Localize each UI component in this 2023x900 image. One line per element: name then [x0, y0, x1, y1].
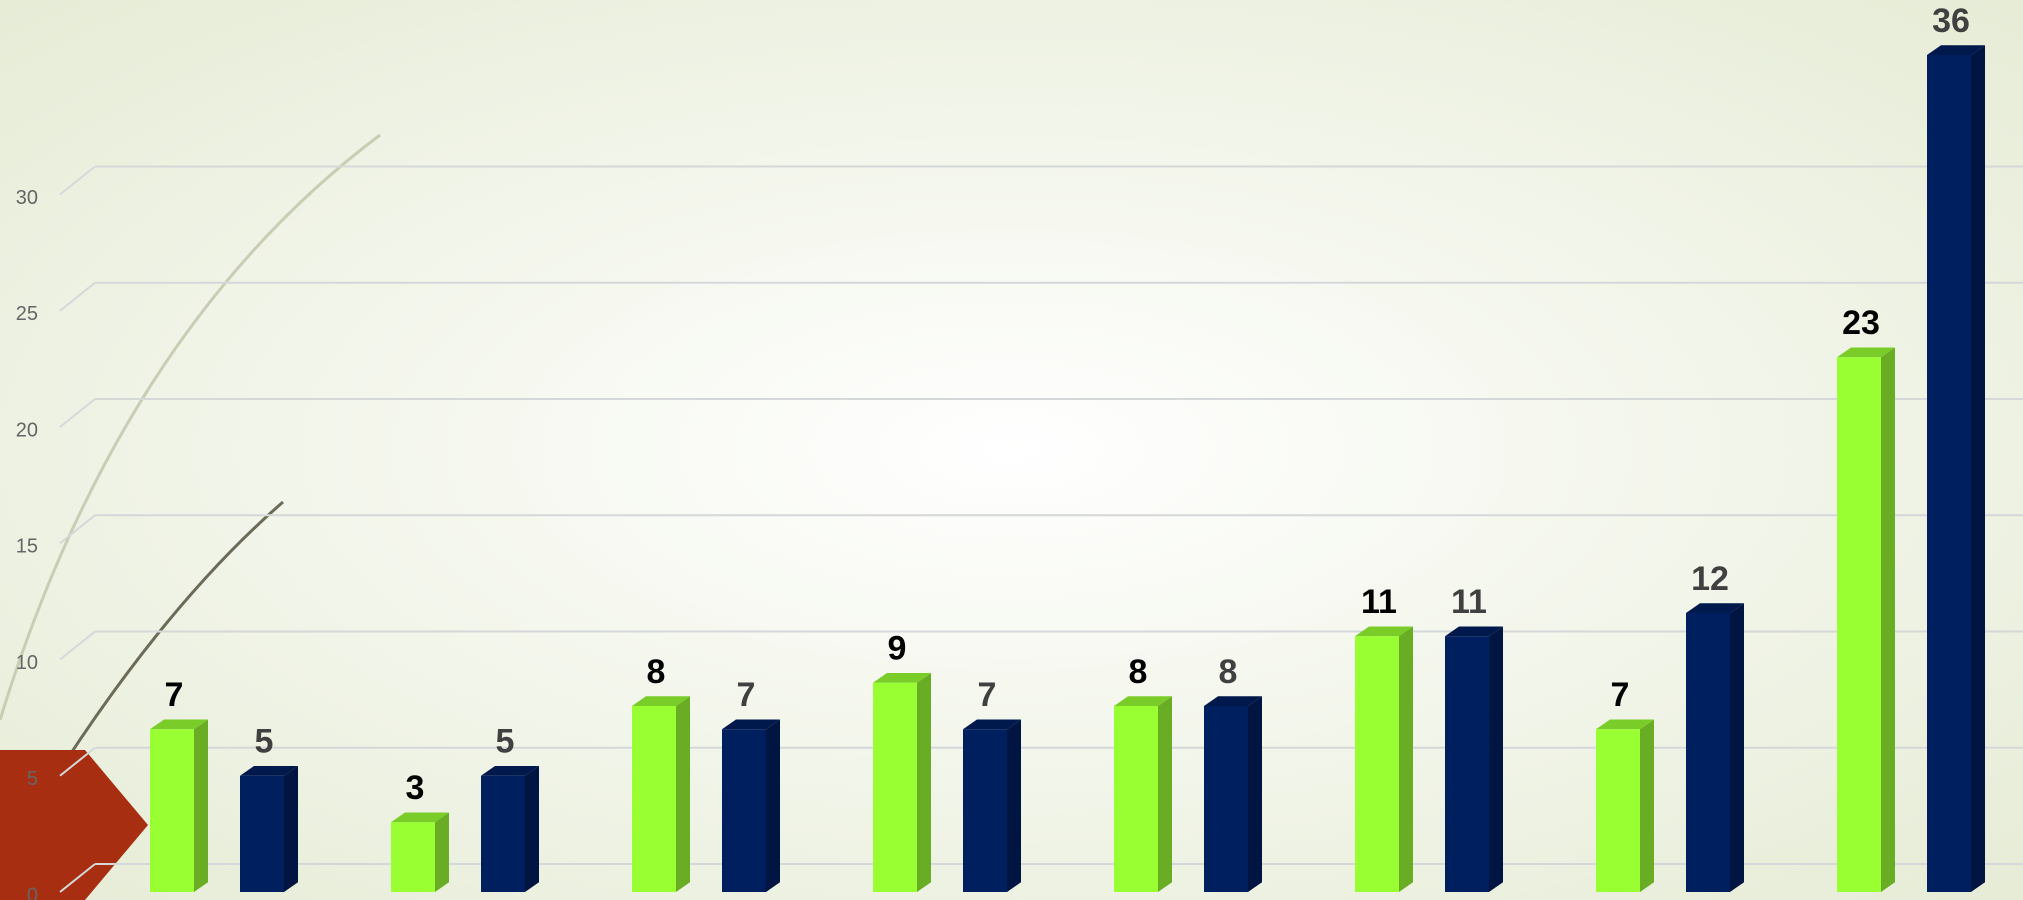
- bar-top: [1596, 719, 1654, 730]
- bar-side: [676, 696, 690, 892]
- bar-side: [525, 765, 539, 892]
- grid-line: [59, 281, 96, 312]
- bar-top: [391, 812, 449, 823]
- grid-line: [59, 863, 96, 893]
- data-label: 11: [1451, 583, 1487, 621]
- y-tick-label: 5: [27, 768, 38, 790]
- data-label: 5: [496, 723, 515, 761]
- bar: [873, 682, 917, 892]
- data-label: 8: [1129, 653, 1148, 691]
- y-tick-label: 30: [16, 187, 38, 209]
- bar-top: [1445, 626, 1503, 637]
- data-label: 5: [255, 723, 274, 761]
- data-label: 7: [978, 676, 997, 714]
- grid-line: [59, 514, 96, 545]
- bar: [1596, 729, 1640, 892]
- bar: [1204, 706, 1248, 892]
- bar-side: [1399, 626, 1413, 892]
- bar: [1686, 613, 1730, 892]
- data-label: 8: [647, 653, 666, 691]
- bar-top: [1927, 45, 1985, 55]
- bar: [1837, 357, 1881, 892]
- data-label: 7: [165, 676, 184, 714]
- bar-side: [766, 719, 780, 892]
- data-label: 8: [1219, 653, 1238, 691]
- bar: [1355, 636, 1399, 892]
- bar-side: [917, 672, 931, 892]
- bar-top: [722, 719, 780, 730]
- bar: [1114, 706, 1158, 892]
- bar-side: [284, 765, 298, 892]
- bar-top: [1114, 696, 1172, 706]
- grid-line: [59, 630, 96, 661]
- bar: [481, 775, 525, 892]
- bar-side: [435, 812, 449, 892]
- bar-top: [150, 719, 208, 730]
- bar: [722, 729, 766, 892]
- bar-side: [1489, 626, 1503, 892]
- data-label: 7: [1611, 676, 1630, 714]
- data-label: 7: [737, 676, 756, 714]
- decor-hexagon: [0, 750, 148, 900]
- bar-top: [873, 672, 931, 683]
- grid-line: [59, 165, 96, 196]
- bar-top: [1355, 626, 1413, 637]
- data-label: 36: [1932, 2, 1970, 40]
- bar-top: [1837, 347, 1895, 358]
- bar-top: [1686, 603, 1744, 613]
- y-tick-label: 25: [16, 303, 38, 325]
- bar: [1927, 55, 1971, 892]
- bar-side: [194, 719, 208, 892]
- bar-top: [632, 696, 690, 706]
- bar: [150, 729, 194, 892]
- bar-side: [1007, 719, 1021, 892]
- bar-top: [481, 765, 539, 776]
- data-label: 9: [888, 630, 907, 668]
- plot-area: 0 5 10 15 20 25 30 7 3 8 9 8 11 7 23 5 5 7 7 8 11 12 36: [16, 2, 2023, 900]
- bar-side: [1248, 696, 1262, 892]
- bar: [632, 706, 676, 892]
- bar-side: [1640, 719, 1654, 892]
- data-label: 12: [1691, 560, 1729, 598]
- data-label: 23: [1842, 304, 1880, 342]
- y-tick-label: 0: [27, 884, 38, 900]
- grid-line: [59, 746, 96, 777]
- bar-side: [1730, 603, 1744, 892]
- data-label: 3: [406, 769, 425, 807]
- bar-top: [240, 765, 298, 776]
- bar-top: [963, 719, 1021, 730]
- y-tick-label: 10: [16, 652, 38, 674]
- bar: [1445, 636, 1489, 892]
- bar: [963, 729, 1007, 892]
- data-label: 11: [1361, 583, 1397, 621]
- bar-top: [1204, 696, 1262, 706]
- y-tick-label: 15: [16, 536, 38, 558]
- decor-arc: [0, 133, 381, 721]
- y-tick-label: 20: [16, 419, 38, 441]
- bar-side: [1158, 696, 1172, 892]
- grid-line: [59, 398, 96, 428]
- decor-arc: [58, 500, 284, 771]
- bar: [391, 822, 435, 892]
- bar-side: [1881, 347, 1895, 892]
- bar-side: [1971, 45, 1985, 892]
- bar: [240, 775, 284, 892]
